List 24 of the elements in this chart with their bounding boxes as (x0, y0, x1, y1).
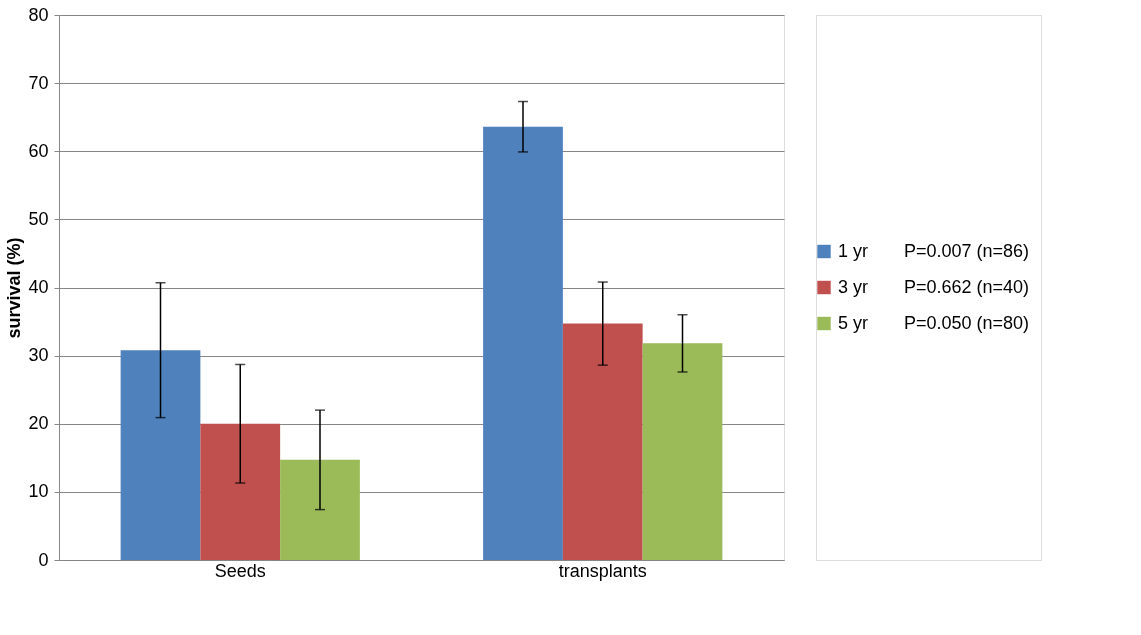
y-axis-title: survival (%) (4, 237, 25, 339)
legend-label: 3 yr (838, 276, 869, 297)
bar (120, 350, 201, 560)
legend-label: 1 yr (838, 240, 869, 261)
text: P=0.050 (n=80) (904, 312, 1030, 333)
y-tick-label: 50 (28, 208, 49, 229)
legend-label: 5 yr (838, 312, 869, 333)
bar (562, 323, 643, 560)
y-tick-label: 30 (28, 345, 49, 366)
y-tick-label: 70 (28, 72, 49, 93)
y-tick-label: 60 (28, 140, 49, 161)
y-tick-label: 40 (28, 277, 49, 297)
text: P=0.007 (n=86) (904, 240, 1030, 261)
x-tick-label: transplants (558, 560, 647, 581)
bar (280, 459, 360, 560)
y-tick-label: 0 (38, 549, 49, 570)
y-tick-label: 20 (28, 413, 49, 434)
bar (483, 126, 563, 560)
text: P=0.662 (n=40) (904, 276, 1030, 297)
y-tick-label: 80 (28, 4, 49, 25)
bar (642, 343, 723, 560)
y-tick-label: 10 (28, 481, 49, 502)
x-tick-label: Seeds (214, 560, 266, 581)
bar (200, 423, 281, 560)
